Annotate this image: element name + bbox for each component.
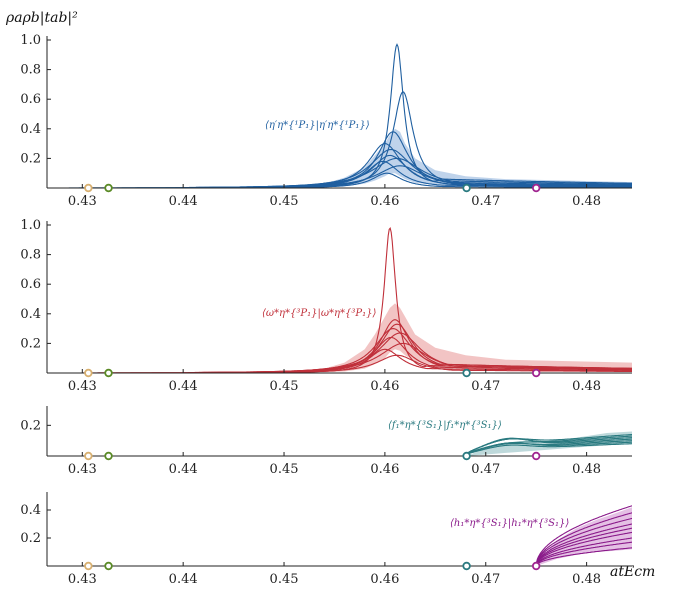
y-tick-label: 0.4 xyxy=(20,503,41,518)
y-tick-label: 0.8 xyxy=(20,248,41,263)
panel-1: 0.2 0.4 0.6 0.8 1.0 0.43 0.44 0.45 0.46 0.47 0.48 ⟨… xyxy=(20,33,632,209)
x-tick-label: 0.47 xyxy=(471,379,500,394)
series-line-1 xyxy=(47,227,632,373)
y-tick-label: 0.4 xyxy=(20,122,41,137)
y-tick-label: 0.2 xyxy=(20,531,41,546)
threshold-marker xyxy=(104,183,113,193)
y-tick-label: 0.2 xyxy=(20,151,41,166)
x-tick-label: 0.47 xyxy=(471,462,500,477)
y-tick-label: 0.6 xyxy=(20,92,41,107)
threshold-marker xyxy=(462,183,471,193)
threshold-marker xyxy=(531,183,541,193)
x-tick-label: 0.48 xyxy=(572,379,601,394)
panel-annotation: ⟨f₁*η*{³S₁}|f₁*η*{³S₁}⟩ xyxy=(388,420,502,431)
x-tick-label: 0.43 xyxy=(68,194,97,209)
panel-2: 0.2 0.4 0.6 0.8 1.0 0.43 0.44 0.45 0.46 0.47 0.48 ⟨… xyxy=(20,218,632,394)
series-line-5 xyxy=(47,332,632,373)
series-line-2 xyxy=(47,440,632,456)
x-tick-label: 0.45 xyxy=(270,379,299,394)
threshold-marker xyxy=(84,561,93,571)
uncertainty-band xyxy=(52,128,632,188)
x-tick-label: 0.47 xyxy=(471,194,500,209)
series-line-2 xyxy=(47,91,632,188)
panel-4: 0.2 0.4 0.43 0.44 0.45 0.46 0.47 0.48 ⟨h₁*η*{³S₁… xyxy=(20,492,632,587)
series-line-5 xyxy=(47,443,632,456)
series-line-4 xyxy=(47,435,632,456)
y-tick-label: 0.8 xyxy=(20,63,41,78)
threshold-marker xyxy=(84,451,93,461)
y-tick-label: 0.2 xyxy=(20,418,41,433)
threshold-marker xyxy=(104,368,113,378)
y-axis-label: ρaρb|tab|² xyxy=(5,10,78,26)
panels: 0.2 0.4 0.6 0.8 1.0 0.43 0.44 0.45 0.46 0.47 0.48 ⟨… xyxy=(20,33,632,587)
x-tick-label: 0.43 xyxy=(68,462,97,477)
panel-annotation: ⟨ω*η*{³P₁}|ω*η*{³P₁}⟩ xyxy=(262,308,377,319)
threshold-marker xyxy=(531,561,541,571)
x-tick-label: 0.44 xyxy=(169,572,198,587)
x-tick-label: 0.43 xyxy=(68,379,97,394)
threshold-marker xyxy=(104,561,113,571)
threshold-marker xyxy=(531,451,541,461)
x-tick-label: 0.48 xyxy=(572,194,601,209)
x-tick-label: 0.46 xyxy=(370,462,399,477)
panel-annotation: ⟨η′η*{¹P₁}|η′η*{¹P₁}⟩ xyxy=(265,120,370,131)
series-line-1 xyxy=(47,43,632,188)
series-line-7 xyxy=(47,437,632,456)
x-tick-label: 0.44 xyxy=(169,462,198,477)
x-tick-label: 0.46 xyxy=(370,572,399,587)
threshold-marker xyxy=(462,451,471,461)
x-tick-label: 0.46 xyxy=(370,379,399,394)
panel-3: 0.2 0.43 0.44 0.45 0.46 0.47 0.48 ⟨f₁*η*{³S₁}|f… xyxy=(20,406,632,477)
threshold-marker xyxy=(84,368,93,378)
x-tick-label: 0.45 xyxy=(270,462,299,477)
y-tick-label: 0.2 xyxy=(20,336,41,351)
threshold-marker xyxy=(84,183,93,193)
x-tick-label: 0.44 xyxy=(169,194,198,209)
x-tick-label: 0.45 xyxy=(270,194,299,209)
panel-annotation: ⟨h₁*η*{³S₁}|h₁*η*{³S₁}⟩ xyxy=(450,518,569,529)
threshold-marker xyxy=(531,368,541,378)
threshold-marker xyxy=(104,451,113,461)
x-tick-label: 0.44 xyxy=(169,379,198,394)
series-line-6 xyxy=(47,433,632,456)
y-tick-label: 0.4 xyxy=(20,307,41,322)
x-tick-label: 0.46 xyxy=(370,194,399,209)
x-tick-label: 0.43 xyxy=(68,572,97,587)
x-tick-label: 0.47 xyxy=(471,572,500,587)
threshold-marker xyxy=(462,561,471,571)
x-axis-label: atEcm xyxy=(610,564,655,580)
x-tick-label: 0.45 xyxy=(270,572,299,587)
x-tick-label: 0.48 xyxy=(572,572,601,587)
y-tick-label: 0.6 xyxy=(20,277,41,292)
threshold-marker xyxy=(462,368,471,378)
x-tick-label: 0.48 xyxy=(572,462,601,477)
y-tick-label: 1.0 xyxy=(20,33,41,48)
uncertainty-band xyxy=(52,303,632,373)
y-tick-label: 1.0 xyxy=(20,218,41,233)
